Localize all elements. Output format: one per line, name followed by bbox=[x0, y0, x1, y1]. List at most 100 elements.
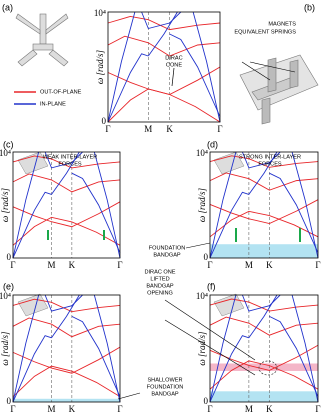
arrow bbox=[117, 392, 141, 400]
in-plane-curve bbox=[241, 151, 281, 169]
y-top-label: 10⁴ bbox=[196, 148, 208, 158]
panel-label: (c) bbox=[3, 139, 14, 149]
out-of-plane-curve bbox=[12, 365, 121, 398]
in-plane-curve bbox=[71, 172, 121, 253]
in-plane-curve bbox=[291, 151, 319, 259]
x-tick-label: Γ bbox=[117, 260, 122, 270]
y-top-label: 10⁴ bbox=[0, 291, 11, 301]
y-axis-label: ω [rad/s] bbox=[95, 49, 105, 84]
in-plane-curve bbox=[241, 294, 281, 312]
panel-label: (e) bbox=[3, 281, 14, 291]
x-tick-label: Γ bbox=[10, 260, 15, 270]
bandgap bbox=[210, 391, 318, 402]
out-of-plane-curve bbox=[12, 201, 121, 228]
out-of-plane-curve bbox=[209, 199, 319, 225]
x-tick-label: Γ bbox=[207, 404, 212, 414]
layers-icon bbox=[239, 54, 319, 125]
y-bottom-label: 0 bbox=[7, 396, 12, 406]
x-tick-label: Γ bbox=[105, 124, 110, 134]
y-axis-label: ω [rad/s] bbox=[197, 331, 207, 366]
panel-label: (f) bbox=[207, 281, 216, 291]
x-tick-label: Γ bbox=[217, 124, 222, 134]
out-of-plane-curve bbox=[209, 298, 319, 312]
annotation: SHALLOWER bbox=[147, 377, 182, 383]
in-plane-curve bbox=[269, 315, 319, 397]
y-axis-label: ω [rad/s] bbox=[197, 187, 207, 222]
plot-frame bbox=[12, 294, 121, 403]
x-tick-label: Γ bbox=[315, 404, 320, 414]
x-tick-label: K bbox=[166, 124, 173, 134]
arrow bbox=[185, 242, 211, 249]
y-bottom-label: 0 bbox=[7, 252, 12, 262]
y-top-label: 10⁴ bbox=[196, 291, 208, 301]
in-plane-curve bbox=[209, 294, 237, 403]
bandgap bbox=[210, 244, 318, 258]
in-plane-curve bbox=[44, 294, 83, 312]
plot-frame bbox=[209, 151, 319, 259]
bandgap-opening bbox=[210, 363, 318, 371]
x-tick-label: Γ bbox=[10, 404, 15, 414]
y-bottom-label: 0 bbox=[204, 396, 209, 406]
out-of-plane-curve bbox=[209, 360, 319, 390]
out-of-plane-curve bbox=[107, 15, 221, 31]
x-tick-label: M bbox=[245, 404, 253, 414]
annotation: LIFTED bbox=[150, 276, 169, 282]
out-of-plane-curve bbox=[12, 298, 121, 313]
in-plane-curve bbox=[107, 11, 136, 123]
annotation: CONE bbox=[166, 62, 182, 68]
legend-label: OUT-OF-PLANE bbox=[40, 89, 82, 95]
in-plane-curve bbox=[209, 335, 250, 403]
x-tick-label: K bbox=[266, 260, 273, 270]
x-tick-label: K bbox=[69, 404, 76, 414]
annotation: BANDGAP bbox=[153, 252, 181, 258]
out-of-plane-curve bbox=[107, 66, 221, 95]
out-of-plane-curve bbox=[12, 216, 121, 246]
dirac-marker bbox=[258, 360, 278, 376]
in-plane-curve bbox=[192, 11, 221, 123]
out-of-plane-curve bbox=[12, 317, 121, 338]
x-tick-label: K bbox=[266, 404, 273, 414]
annotation: MAGNETS bbox=[268, 21, 296, 27]
y-axis-label: ω [rad/s] bbox=[0, 331, 10, 366]
arrow bbox=[164, 319, 256, 376]
y-axis-label: ω [rad/s] bbox=[0, 187, 10, 222]
annotation: FORCES bbox=[258, 161, 282, 167]
in-plane-curve bbox=[141, 11, 182, 30]
annotation: DIRAC ONE bbox=[144, 269, 175, 275]
annotation: BANDGAP bbox=[146, 283, 174, 289]
plot-frame bbox=[107, 11, 221, 123]
x-tick-label: K bbox=[69, 260, 76, 270]
icons bbox=[17, 151, 245, 317]
annotation: FORCES bbox=[58, 161, 82, 167]
y-top-label: 10⁴ bbox=[94, 8, 106, 18]
y-bottom-label: 0 bbox=[204, 252, 209, 262]
out-of-plane-curve bbox=[209, 155, 319, 168]
bandgap bbox=[13, 398, 120, 402]
in-plane-curve bbox=[44, 151, 83, 169]
in-plane-curve bbox=[147, 11, 178, 57]
in-plane-curve bbox=[12, 191, 52, 259]
in-plane-curve bbox=[291, 294, 319, 403]
in-plane-curve bbox=[51, 294, 80, 339]
x-tick-label: M bbox=[144, 124, 152, 134]
x-tick-label: M bbox=[48, 260, 56, 270]
legend-label: IN-PLANE bbox=[40, 101, 66, 107]
in-plane-curve bbox=[107, 53, 149, 123]
panel-label: (a) bbox=[2, 2, 13, 12]
x-tick-label: Γ bbox=[315, 260, 320, 270]
x-tick-label: Γ bbox=[117, 404, 122, 414]
annotation: EQUIVALENT SPRINGS bbox=[234, 29, 296, 35]
panel-label: (d) bbox=[207, 139, 218, 149]
annotation: WEAK INTER-LAYER bbox=[43, 154, 98, 160]
out-of-plane-curve bbox=[12, 155, 121, 169]
in-plane-curve bbox=[12, 151, 40, 259]
panel-label: (b) bbox=[304, 2, 315, 12]
x-tick-label: M bbox=[48, 404, 56, 414]
out-of-plane-curve bbox=[107, 88, 221, 123]
arrow bbox=[171, 67, 175, 87]
arrow bbox=[164, 299, 256, 361]
plot-frame bbox=[12, 151, 121, 259]
annotation: FOUNDATION bbox=[149, 245, 186, 251]
